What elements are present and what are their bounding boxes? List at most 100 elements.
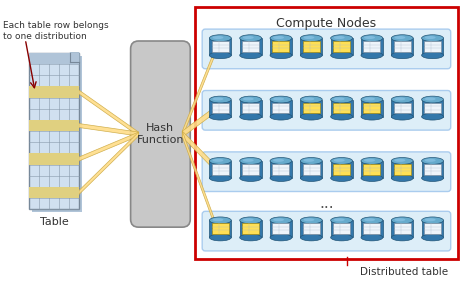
Ellipse shape <box>391 35 413 41</box>
Ellipse shape <box>331 217 353 224</box>
Bar <box>209 99 231 117</box>
Bar <box>242 164 259 175</box>
Bar <box>363 224 380 234</box>
Ellipse shape <box>301 52 322 59</box>
Ellipse shape <box>212 218 223 221</box>
Bar <box>391 220 413 237</box>
Ellipse shape <box>270 158 292 164</box>
Bar <box>301 38 322 55</box>
Bar <box>333 103 350 113</box>
Bar <box>212 41 229 52</box>
Ellipse shape <box>331 96 353 103</box>
Bar <box>240 38 261 55</box>
Bar <box>242 41 259 52</box>
Polygon shape <box>182 44 217 137</box>
Bar <box>361 38 383 55</box>
Ellipse shape <box>425 36 436 39</box>
FancyBboxPatch shape <box>202 29 451 69</box>
Ellipse shape <box>361 158 383 164</box>
Bar <box>333 164 350 175</box>
FancyBboxPatch shape <box>202 91 451 130</box>
Bar <box>273 224 289 234</box>
Ellipse shape <box>240 96 261 103</box>
Ellipse shape <box>209 96 231 103</box>
Bar <box>212 103 229 113</box>
Ellipse shape <box>303 218 315 221</box>
Bar <box>212 164 229 175</box>
Ellipse shape <box>422 113 444 120</box>
Bar <box>361 99 383 117</box>
Ellipse shape <box>273 159 284 162</box>
Bar <box>394 103 411 113</box>
Ellipse shape <box>331 234 353 241</box>
Text: Hash
Function: Hash Function <box>137 123 184 145</box>
Bar <box>422 220 444 237</box>
Ellipse shape <box>394 97 405 101</box>
Ellipse shape <box>422 175 444 181</box>
Ellipse shape <box>364 159 375 162</box>
Bar <box>361 161 383 178</box>
Text: Distributed table: Distributed table <box>360 267 448 277</box>
Bar <box>273 103 289 113</box>
Ellipse shape <box>361 96 383 103</box>
Bar <box>303 103 320 113</box>
Bar <box>270 161 292 178</box>
Ellipse shape <box>334 97 345 101</box>
Polygon shape <box>79 132 138 195</box>
Ellipse shape <box>270 96 292 103</box>
Ellipse shape <box>270 234 292 241</box>
Ellipse shape <box>240 175 261 181</box>
Ellipse shape <box>422 96 444 103</box>
Ellipse shape <box>240 35 261 41</box>
Bar <box>331 38 353 55</box>
Ellipse shape <box>270 175 292 181</box>
Ellipse shape <box>270 52 292 59</box>
Bar <box>363 103 380 113</box>
Ellipse shape <box>209 217 231 224</box>
Ellipse shape <box>209 35 231 41</box>
FancyBboxPatch shape <box>29 86 79 98</box>
Bar <box>394 224 411 234</box>
Bar <box>242 224 259 234</box>
Bar <box>333 224 350 234</box>
Bar <box>240 220 261 237</box>
Polygon shape <box>182 131 217 173</box>
Ellipse shape <box>331 113 353 120</box>
Ellipse shape <box>425 97 436 101</box>
Bar <box>240 161 261 178</box>
Bar <box>422 161 444 178</box>
Bar <box>424 224 441 234</box>
Text: Table: Table <box>40 217 69 227</box>
Ellipse shape <box>361 175 383 181</box>
Ellipse shape <box>364 218 375 221</box>
Bar <box>361 220 383 237</box>
Ellipse shape <box>301 113 322 120</box>
Ellipse shape <box>364 97 375 101</box>
Ellipse shape <box>301 175 322 181</box>
Ellipse shape <box>331 175 353 181</box>
Ellipse shape <box>303 159 315 162</box>
Ellipse shape <box>361 234 383 241</box>
Ellipse shape <box>243 218 254 221</box>
FancyBboxPatch shape <box>202 152 451 191</box>
Ellipse shape <box>270 113 292 120</box>
Ellipse shape <box>209 175 231 181</box>
Ellipse shape <box>301 234 322 241</box>
Bar <box>394 41 411 52</box>
Bar <box>273 164 289 175</box>
FancyBboxPatch shape <box>29 187 79 198</box>
Ellipse shape <box>422 217 444 224</box>
Ellipse shape <box>240 158 261 164</box>
Ellipse shape <box>303 97 315 101</box>
Polygon shape <box>182 131 217 232</box>
Bar <box>391 99 413 117</box>
Ellipse shape <box>212 97 223 101</box>
Ellipse shape <box>422 234 444 241</box>
Ellipse shape <box>243 36 254 39</box>
Ellipse shape <box>209 234 231 241</box>
Bar <box>331 161 353 178</box>
Ellipse shape <box>209 52 231 59</box>
Ellipse shape <box>334 159 345 162</box>
Ellipse shape <box>273 36 284 39</box>
Ellipse shape <box>270 217 292 224</box>
